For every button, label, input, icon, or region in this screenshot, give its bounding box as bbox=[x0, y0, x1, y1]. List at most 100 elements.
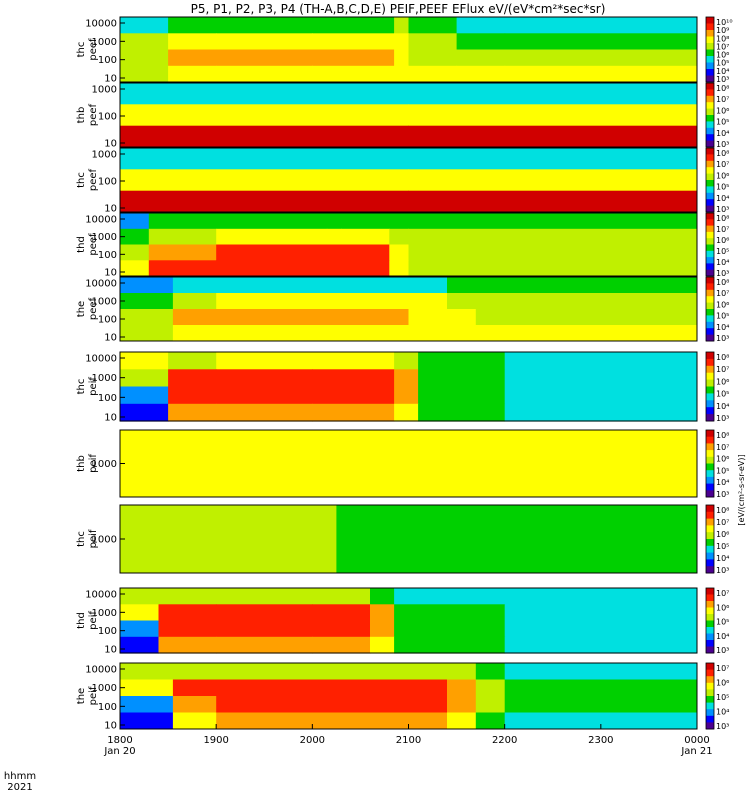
colorbar-segment bbox=[706, 315, 714, 323]
heatmap-cell bbox=[394, 65, 409, 83]
colorbar-segment bbox=[706, 173, 714, 181]
colorbar-tick-label: 10⁶ bbox=[716, 455, 729, 464]
heatmap-cell bbox=[408, 228, 698, 246]
panel-quantity-label: peif bbox=[88, 686, 99, 705]
heatmap-cell bbox=[120, 430, 409, 498]
colorbar-tick-label: 10⁹ bbox=[716, 26, 729, 35]
x-year-label: 2021 bbox=[7, 782, 32, 793]
colorbar-tick-label: 10⁷ bbox=[716, 518, 729, 527]
heatmap-cell bbox=[120, 260, 150, 277]
heatmap-cell bbox=[504, 49, 698, 67]
heatmap-cell bbox=[389, 228, 409, 246]
panel-7: 1000 thb peif 10⁸ 10⁷ 10⁶ 10⁵ 10⁴ 10³ bbox=[76, 429, 729, 499]
heatmap-cell bbox=[408, 213, 698, 230]
x-row-label: hhmm bbox=[4, 771, 36, 782]
colorbar-segment bbox=[706, 663, 714, 671]
colorbar-tick-label: 10⁶ bbox=[716, 377, 729, 386]
heatmap-cell bbox=[216, 352, 313, 370]
colorbar-segment bbox=[706, 95, 714, 103]
heatmap-cell bbox=[312, 309, 409, 326]
colorbar-segment bbox=[706, 75, 714, 83]
y-tick-label: 10 bbox=[104, 721, 117, 732]
heatmap-cell bbox=[168, 49, 217, 67]
heatmap-cell bbox=[216, 309, 313, 326]
heatmap-cell bbox=[120, 352, 169, 370]
heatmap-cell bbox=[216, 213, 328, 230]
panel-probe-label: thc bbox=[76, 42, 87, 58]
colorbar-segment bbox=[706, 676, 714, 684]
heatmap-cell bbox=[394, 386, 419, 405]
heatmap-cell bbox=[120, 33, 169, 51]
heatmap-cell bbox=[418, 403, 506, 422]
colorbar-tick-label: 10⁵ bbox=[716, 618, 729, 627]
colorbar-tick-label: 10⁷ bbox=[716, 42, 729, 51]
colorbar-tick-label: 10⁶ bbox=[716, 603, 729, 612]
colorbar-segment bbox=[706, 518, 714, 526]
heatmap-cell bbox=[216, 663, 313, 680]
panel-10: 10000 1000 100 10 the peif 10⁷ 10⁶ 10⁵ 10⁴ 10³ bbox=[76, 662, 729, 732]
colorbar-segment bbox=[706, 219, 714, 227]
colorbar-tick-label: 10⁴ bbox=[716, 554, 729, 563]
heatmap-cell bbox=[216, 696, 313, 713]
colorbar-tick-label: 10⁷ bbox=[716, 95, 729, 104]
heatmap-cell bbox=[408, 430, 698, 498]
colorbar-tick-label: 10⁵ bbox=[716, 118, 729, 127]
x-tick-label: 2000 bbox=[300, 735, 325, 746]
heatmap-cell bbox=[504, 17, 698, 34]
y-tick-label: 1000 bbox=[92, 608, 117, 619]
colorbar-title: [eV/(cm²-s-sr-eV)] bbox=[737, 454, 746, 525]
colorbar-tick-label: 10⁸ bbox=[716, 506, 729, 515]
colorbar-frame bbox=[705, 351, 715, 422]
colorbar-segment bbox=[706, 358, 714, 367]
heatmap-cell bbox=[216, 17, 313, 34]
panel-probe-label: thb bbox=[76, 455, 87, 472]
panel-2: 1000 100 10 thb peef 10⁸ 10⁷ 10⁶ 10⁵ 10⁴ 10³ bbox=[76, 82, 729, 150]
y-tick-label: 1000 bbox=[92, 373, 117, 384]
heatmap-cell bbox=[216, 228, 328, 246]
heatmap-cell bbox=[216, 325, 313, 342]
heatmap-cell bbox=[172, 325, 217, 342]
colorbar-tick-label: 10⁸ bbox=[716, 84, 729, 93]
colorbar-segment bbox=[706, 646, 714, 654]
y-tick-label: 10 bbox=[104, 413, 117, 424]
colorbar-tick-label: 10³ bbox=[716, 269, 729, 278]
colorbar-segment bbox=[706, 257, 714, 264]
colorbar-segment bbox=[706, 483, 714, 491]
heatmap-cell bbox=[120, 104, 409, 127]
colorbar-segment bbox=[706, 456, 714, 464]
y-tick-label: 1000 bbox=[92, 459, 117, 470]
colorbar-segment bbox=[706, 43, 714, 50]
heatmap-cell bbox=[408, 148, 698, 170]
heatmap-cell bbox=[312, 403, 395, 422]
heatmap-cell bbox=[120, 386, 169, 405]
heatmap-cell bbox=[216, 369, 313, 388]
colorbar-tick-label: 10⁸ bbox=[716, 214, 729, 223]
heatmap-cell bbox=[408, 49, 458, 67]
heatmap-cell bbox=[216, 293, 313, 310]
heatmap-cell bbox=[408, 244, 698, 261]
colorbar-segment bbox=[706, 400, 714, 408]
colorbar-segment bbox=[706, 640, 714, 647]
colorbar-segment bbox=[706, 722, 714, 730]
heatmap-cell bbox=[504, 403, 698, 422]
heatmap-cell bbox=[341, 244, 390, 261]
heatmap-cell bbox=[120, 663, 174, 680]
heatmap-cell bbox=[120, 190, 409, 213]
colorbar-tick-label: 10⁶ bbox=[716, 236, 729, 245]
panel-6: 10000 1000 100 10 thc peif 10⁸ 10⁷ 10⁶ 10⁵ 10⁴ 10³ bbox=[76, 351, 729, 424]
colorbar-segment bbox=[706, 696, 714, 704]
colorbar-segment bbox=[706, 17, 714, 24]
heatmap-cell bbox=[312, 679, 448, 697]
colorbar-segment bbox=[706, 379, 714, 387]
colorbar-segment bbox=[706, 213, 714, 220]
heatmap-cell bbox=[475, 712, 506, 730]
heatmap-cell bbox=[447, 277, 477, 294]
panel-1: 10000 1000 100 10 thc peef 10¹⁰10⁹10⁸10⁷10⁶10⁵… bbox=[76, 16, 733, 85]
colorbar-frame bbox=[705, 147, 715, 213]
heatmap-cell bbox=[408, 83, 698, 105]
colorbar-segment bbox=[706, 436, 714, 444]
heatmap-cell bbox=[394, 17, 409, 34]
colorbar-tick-label: 10⁸ bbox=[716, 278, 729, 287]
colorbar-segment bbox=[706, 23, 714, 31]
